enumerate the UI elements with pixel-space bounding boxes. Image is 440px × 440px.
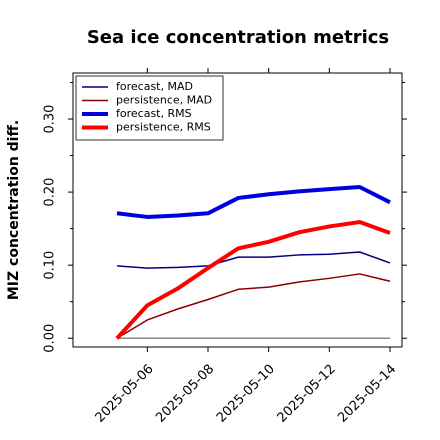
series-line	[116, 251, 391, 269]
legend-label: persistence, MAD	[116, 94, 212, 107]
plot-frame	[72, 72, 403, 348]
y-tick-label: 0.20	[43, 178, 58, 207]
x-tick-label: 2025-05-06	[93, 362, 157, 426]
series-line	[116, 273, 391, 339]
x-tick-label: 2025-05-10	[214, 362, 278, 426]
legend-label: persistence, RMS	[116, 121, 211, 134]
legend-label: forecast, RMS	[116, 107, 192, 120]
y-tick-label: 0.00	[43, 324, 58, 353]
y-tick-label: 0.10	[43, 251, 58, 280]
x-tick-label: 2025-05-08	[153, 362, 217, 426]
series-line	[116, 184, 391, 219]
x-tick-label: 2025-05-14	[335, 362, 399, 426]
y-tick-label: 0.30	[43, 105, 58, 134]
chart-title: Sea ice concentration metrics	[87, 27, 389, 48]
x-tick-label: 2025-05-12	[275, 362, 339, 426]
legend-label: forecast, MAD	[116, 80, 193, 93]
series-line	[115, 220, 391, 340]
y-axis-label: MIZ concentration diff.	[6, 120, 22, 300]
